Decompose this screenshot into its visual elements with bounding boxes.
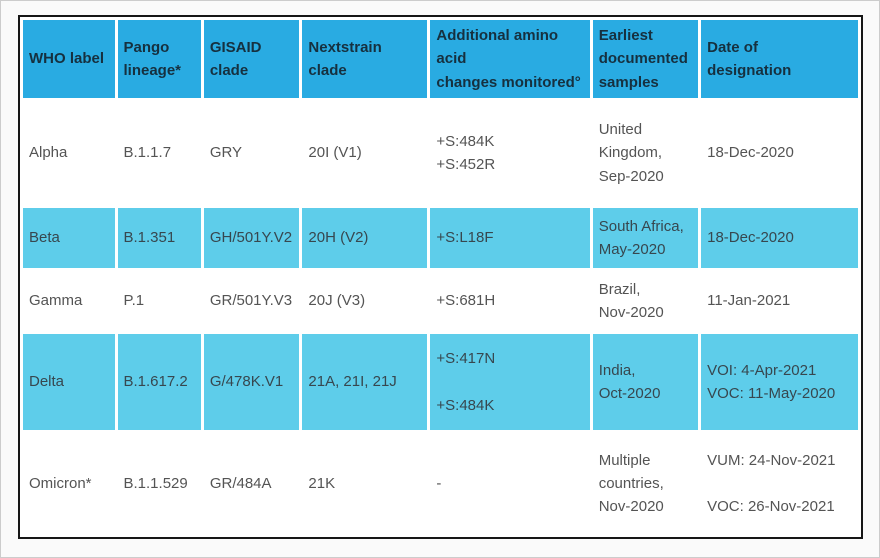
cell-omicron-pango-lineage: B.1.1.529 <box>117 433 201 534</box>
cell-delta-pango-lineage: B.1.617.2 <box>117 334 201 430</box>
cell-delta-amino-acid-changes: +S:417N +S:484K <box>430 334 590 430</box>
cell-beta-date-of-designation: 18-Dec-2020 <box>701 208 858 268</box>
cell-gamma-nextstrain-clade: 20J (V3) <box>302 271 428 331</box>
table-row-alpha: Alpha B.1.1.7 GRY 20I (V1) +S:484K +S:45… <box>23 101 858 205</box>
cell-alpha-who-label: Alpha <box>23 101 115 205</box>
col-header-earliest-samples: Earliest documented samples <box>592 20 699 98</box>
cell-alpha-gisaid-clade: GRY <box>203 101 300 205</box>
cell-omicron-nextstrain-clade: 21K <box>302 433 428 534</box>
table-header-row: WHO label Pango lineage* GISAID clade Ne… <box>23 20 858 98</box>
covid-variants-table: WHO label Pango lineage* GISAID clade Ne… <box>18 15 863 539</box>
col-header-who-label: WHO label <box>23 20 115 98</box>
table-row-delta: Delta B.1.617.2 G/478K.V1 21A, 21I, 21J … <box>23 334 858 430</box>
cell-gamma-date-of-designation: 11-Jan-2021 <box>701 271 858 331</box>
cell-gamma-pango-lineage: P.1 <box>117 271 201 331</box>
cell-delta-who-label: Delta <box>23 334 115 430</box>
col-header-amino-acid-changes: Additional amino acid changes monitored° <box>430 20 590 98</box>
cell-delta-nextstrain-clade: 21A, 21I, 21J <box>302 334 428 430</box>
table-row-beta: Beta B.1.351 GH/501Y.V2 20H (V2) +S:L18F… <box>23 208 858 268</box>
cell-alpha-pango-lineage: B.1.1.7 <box>117 101 201 205</box>
cell-gamma-earliest-samples: Brazil, Nov-2020 <box>592 271 699 331</box>
col-header-date-of-designation: Date of designation <box>701 20 858 98</box>
cell-alpha-earliest-samples: United Kingdom, Sep-2020 <box>592 101 699 205</box>
cell-delta-gisaid-clade: G/478K.V1 <box>203 334 300 430</box>
cell-alpha-nextstrain-clade: 20I (V1) <box>302 101 428 205</box>
cell-omicron-date-of-designation: VUM: 24-Nov-2021 VOC: 26-Nov-2021 <box>701 433 858 534</box>
table-row-omicron: Omicron* B.1.1.529 GR/484A 21K - Multipl… <box>23 433 858 534</box>
cell-delta-earliest-samples: India, Oct-2020 <box>592 334 699 430</box>
cell-delta-date-of-designation: VOI: 4-Apr-2021 VOC: 11-May-2020 <box>701 334 858 430</box>
cell-beta-who-label: Beta <box>23 208 115 268</box>
cell-beta-earliest-samples: South Africa, May-2020 <box>592 208 699 268</box>
cell-gamma-who-label: Gamma <box>23 271 115 331</box>
cell-beta-gisaid-clade: GH/501Y.V2 <box>203 208 300 268</box>
col-header-pango-lineage: Pango lineage* <box>117 20 201 98</box>
table-row-gamma: Gamma P.1 GR/501Y.V3 20J (V3) +S:681H Br… <box>23 271 858 331</box>
col-header-nextstrain-clade: Nextstrain clade <box>302 20 428 98</box>
col-header-gisaid-clade: GISAID clade <box>203 20 300 98</box>
cell-gamma-gisaid-clade: GR/501Y.V3 <box>203 271 300 331</box>
cell-beta-pango-lineage: B.1.351 <box>117 208 201 268</box>
cell-alpha-amino-acid-changes: +S:484K +S:452R <box>430 101 590 205</box>
cell-omicron-earliest-samples: Multiple countries, Nov-2020 <box>592 433 699 534</box>
cell-alpha-date-of-designation: 18-Dec-2020 <box>701 101 858 205</box>
cell-beta-nextstrain-clade: 20H (V2) <box>302 208 428 268</box>
cell-omicron-who-label: Omicron* <box>23 433 115 534</box>
cell-omicron-amino-acid-changes: - <box>430 433 590 534</box>
cell-beta-amino-acid-changes: +S:L18F <box>430 208 590 268</box>
cell-omicron-gisaid-clade: GR/484A <box>203 433 300 534</box>
cell-gamma-amino-acid-changes: +S:681H <box>430 271 590 331</box>
